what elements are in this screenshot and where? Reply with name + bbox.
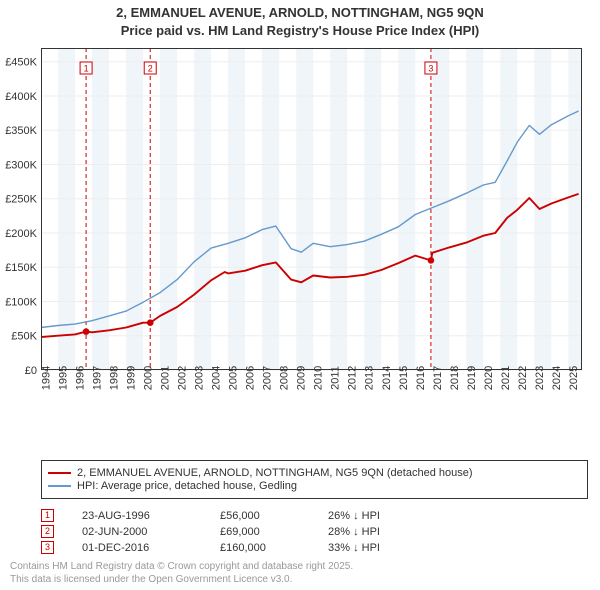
chart-title-line1: 2, EMMANUEL AVENUE, ARNOLD, NOTTINGHAM, … (0, 4, 600, 22)
x-tick-label: 1997 (92, 366, 104, 390)
x-tick-label: 2018 (449, 366, 461, 390)
sale-marker-label: 2 (148, 64, 153, 74)
chart-svg: 1 2 3 £0 £50K £100K £150K £200K £250K £300K £350K £… (3, 48, 588, 418)
y-tick-label: £400K (5, 91, 37, 103)
x-tick-label: 2023 (534, 366, 546, 390)
x-tick-label: 2024 (551, 366, 563, 390)
sales-row: 1 23-AUG-1996 £56,000 26% ↓ HPI (41, 509, 574, 522)
x-tick-label: 2014 (381, 366, 393, 390)
x-tick-label: 2005 (228, 366, 240, 390)
sales-price: £56,000 (220, 510, 300, 522)
x-tick-label: 2011 (330, 366, 342, 390)
x-tick-label: 1999 (126, 366, 138, 390)
chart-title-block: 2, EMMANUEL AVENUE, ARNOLD, NOTTINGHAM, … (0, 0, 600, 39)
x-tick-label: 2022 (517, 366, 529, 390)
sales-delta: 33% ↓ HPI (328, 542, 448, 554)
legend-label: HPI: Average price, detached house, Gedl… (77, 480, 297, 492)
legend-box: 2, EMMANUEL AVENUE, ARNOLD, NOTTINGHAM, … (41, 460, 588, 499)
sales-delta: 26% ↓ HPI (328, 510, 448, 522)
y-tick-label: £350K (5, 125, 37, 137)
sales-date: 02-JUN-2000 (82, 526, 192, 538)
legend-swatch (48, 472, 71, 474)
footer-line2: This data is licensed under the Open Gov… (10, 574, 353, 587)
y-tick-label: £300K (5, 159, 37, 171)
sale-marker-label: 1 (84, 64, 89, 74)
sales-table: 1 23-AUG-1996 £56,000 26% ↓ HPI 2 02-JUN-2000… (41, 506, 574, 557)
x-tick-label: 2003 (194, 366, 206, 390)
legend-row: HPI: Average price, detached house, Gedl… (48, 480, 581, 492)
x-tick-label: 1996 (75, 366, 87, 390)
page-container: 2, EMMANUEL AVENUE, ARNOLD, NOTTINGHAM, … (0, 0, 600, 590)
y-tick-label: £100K (5, 296, 37, 308)
x-tick-label: 2025 (568, 366, 580, 390)
x-tick-label: 1998 (109, 366, 121, 390)
sales-delta: 28% ↓ HPI (328, 526, 448, 538)
y-tick-label: £450K (5, 57, 37, 69)
x-tick-label: 2013 (364, 366, 376, 390)
y-tick-label: £0 (25, 365, 37, 377)
x-tick-label: 2017 (432, 366, 444, 390)
y-tick-label: £50K (11, 331, 37, 343)
x-tick-label: 1994 (41, 366, 53, 390)
x-tick-label: 2010 (313, 366, 325, 390)
sales-date: 01-DEC-2016 (82, 542, 192, 554)
legend-label: 2, EMMANUEL AVENUE, ARNOLD, NOTTINGHAM, … (77, 467, 473, 479)
x-tick-label: 2006 (245, 366, 257, 390)
sales-price: £69,000 (220, 526, 300, 538)
y-tick-label: £250K (5, 194, 37, 206)
x-tick-label: 2008 (279, 366, 291, 390)
sales-row: 2 02-JUN-2000 £69,000 28% ↓ HPI (41, 525, 574, 538)
legend-swatch (48, 485, 71, 487)
sales-date: 23-AUG-1996 (82, 510, 192, 522)
sales-row: 3 01-DEC-2016 £160,000 33% ↓ HPI (41, 541, 574, 554)
x-tick-label: 2007 (262, 366, 274, 390)
sales-marker-square: 3 (41, 541, 54, 554)
footer-note: Contains HM Land Registry data © Crown c… (10, 561, 353, 586)
x-tick-label: 2020 (483, 366, 495, 390)
y-tick-label: £200K (5, 228, 37, 240)
x-tick-label: 2012 (347, 366, 359, 390)
legend-row: 2, EMMANUEL AVENUE, ARNOLD, NOTTINGHAM, … (48, 467, 581, 479)
x-tick-label: 2009 (296, 366, 308, 390)
chart-area: 123£0£50K£100K£150K£200K£250K£300K£350K£… (41, 48, 588, 418)
sales-price: £160,000 (220, 542, 300, 554)
x-tick-label: 2001 (160, 366, 172, 390)
x-tick-label: 2004 (211, 366, 223, 390)
sales-marker-square: 2 (41, 525, 54, 538)
y-tick-label: £150K (5, 262, 37, 274)
sales-marker-square: 1 (41, 509, 54, 522)
sale-marker-label: 3 (428, 64, 433, 74)
x-tick-label: 2021 (500, 366, 512, 390)
x-tick-label: 2019 (466, 366, 478, 390)
x-tick-label: 2015 (398, 366, 410, 390)
x-tick-label: 2000 (143, 366, 155, 390)
chart-title-line2: Price paid vs. HM Land Registry's House … (0, 22, 600, 40)
footer-line1: Contains HM Land Registry data © Crown c… (10, 561, 353, 574)
x-tick-label: 1995 (58, 366, 70, 390)
x-tick-label: 2002 (177, 366, 189, 390)
x-tick-label: 2016 (415, 366, 427, 390)
